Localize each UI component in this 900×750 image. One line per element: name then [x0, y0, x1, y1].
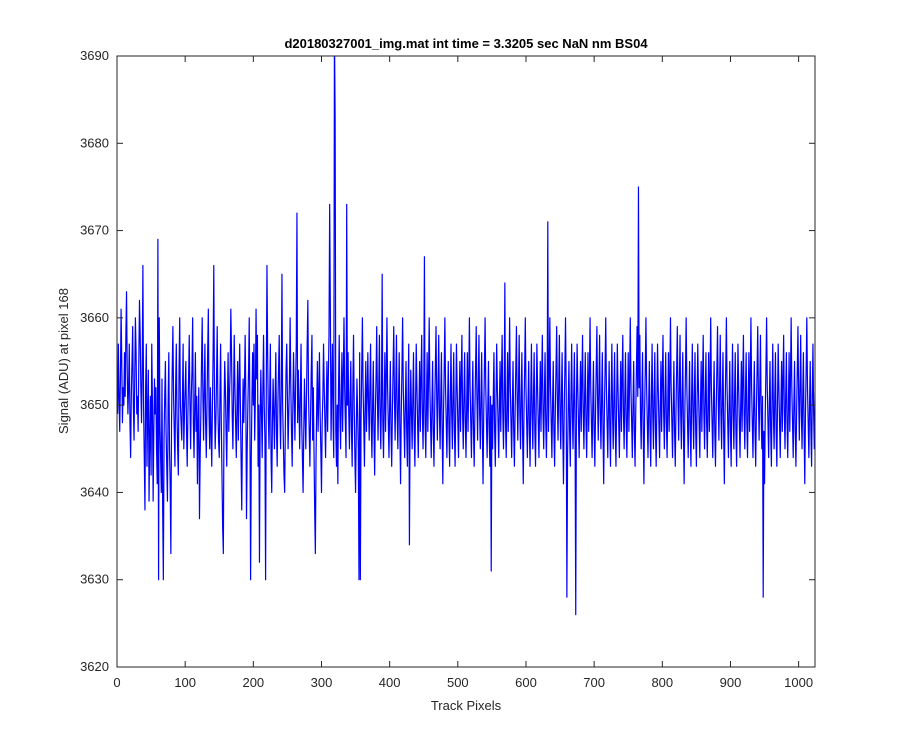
- ticks-layer: 0 100 200 300 400 500 600 700 800 900 1000 3620 3630…: [80, 48, 815, 690]
- y-tick-label: 3650: [80, 397, 109, 412]
- chart-title: d20180327001_img.mat int time = 3.3205 s…: [284, 36, 648, 51]
- series-line: [117, 56, 815, 616]
- x-tick-label: 500: [447, 675, 469, 690]
- x-tick-label: 200: [242, 675, 264, 690]
- series-layer: [117, 56, 815, 616]
- x-tick-label: 300: [311, 675, 333, 690]
- y-tick-label: 3690: [80, 48, 109, 63]
- y-tick-label: 3620: [80, 659, 109, 674]
- x-tick-label: 100: [174, 675, 196, 690]
- y-tick-label: 3640: [80, 484, 109, 499]
- y-tick-label: 3670: [80, 223, 109, 238]
- x-tick-label: 800: [651, 675, 673, 690]
- x-axis-label: Track Pixels: [431, 698, 502, 713]
- x-tick-label: 600: [515, 675, 537, 690]
- x-tick-label: 900: [720, 675, 742, 690]
- x-tick-label: 400: [379, 675, 401, 690]
- y-tick-label: 3660: [80, 310, 109, 325]
- y-axis-label: Signal (ADU) at pixel 168: [56, 288, 71, 434]
- y-tick-label: 3680: [80, 135, 109, 150]
- x-tick-label: 700: [583, 675, 605, 690]
- y-tick-label: 3630: [80, 572, 109, 587]
- x-tick-label: 0: [113, 675, 120, 690]
- axes-box: [116, 55, 816, 668]
- axes-layer: [116, 55, 816, 668]
- x-tick-label: 1000: [784, 675, 813, 690]
- plot-area: [117, 56, 815, 667]
